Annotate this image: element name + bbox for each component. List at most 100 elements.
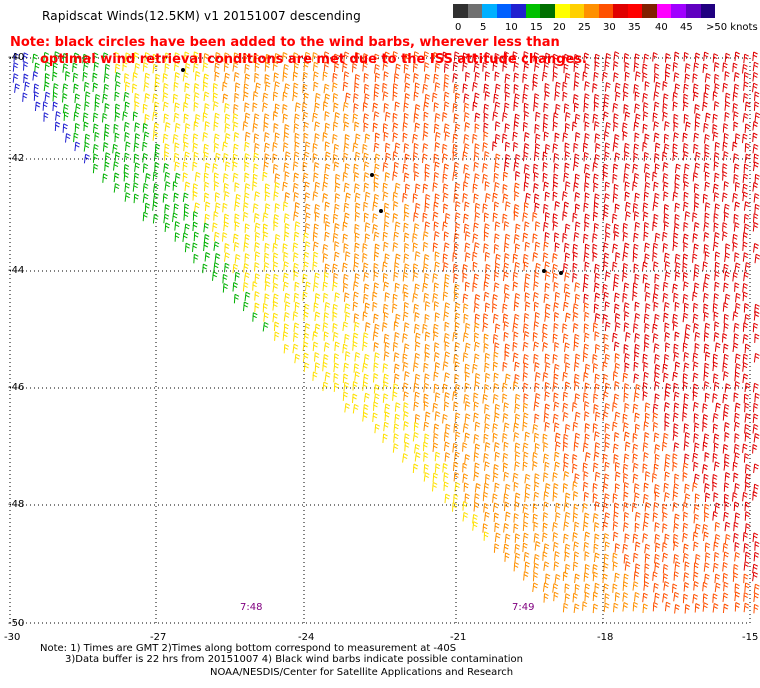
wind-barb	[443, 431, 450, 442]
wind-barb	[294, 281, 300, 292]
wind-barb	[572, 272, 578, 283]
wind-barb	[682, 373, 688, 383]
wind-barb	[364, 191, 371, 202]
wind-barb	[343, 142, 350, 153]
wind-barb	[593, 522, 600, 532]
colorbar-cell	[613, 4, 628, 18]
wind-barb	[652, 201, 659, 211]
wind-barb	[632, 533, 639, 543]
wind-barb	[392, 213, 399, 223]
wind-barb	[513, 72, 520, 83]
wind-barb	[694, 553, 701, 564]
wind-barb	[314, 121, 321, 131]
wind-barb	[614, 411, 621, 422]
wind-barb	[682, 403, 689, 413]
wind-barb	[712, 124, 718, 134]
wind-barb	[373, 271, 379, 281]
lat-label-50: -50	[8, 618, 25, 629]
wind-barb	[533, 491, 540, 502]
wind-barb	[513, 234, 520, 244]
wind-barb	[734, 302, 741, 313]
wind-barb	[493, 282, 500, 292]
wind-barb	[634, 332, 641, 343]
wind-barb	[343, 292, 350, 302]
wind-barb	[234, 271, 241, 282]
wind-barb	[274, 203, 280, 213]
wind-barb	[494, 71, 500, 81]
wind-barb	[612, 421, 618, 431]
wind-barb	[733, 121, 739, 132]
wind-barb	[654, 491, 660, 501]
wind-barb	[683, 441, 690, 451]
wind-barb	[492, 432, 498, 443]
wind-barb	[474, 202, 481, 213]
wind-barb	[744, 582, 750, 592]
wind-barb	[683, 543, 689, 554]
wind-barb	[452, 72, 459, 83]
wind-barb	[673, 402, 680, 412]
lon-label-24: -24	[298, 632, 315, 643]
wind-barb	[402, 311, 409, 321]
wind-barb	[674, 361, 681, 372]
wind-barb	[503, 441, 509, 452]
wind-barb	[372, 301, 378, 312]
wind-barb	[594, 272, 601, 283]
colorbar-cell	[569, 4, 585, 18]
wind-barb	[412, 193, 418, 203]
wind-barb	[532, 503, 538, 513]
wind-barb	[702, 593, 709, 603]
wind-barb	[84, 91, 91, 101]
wind-barb	[532, 81, 538, 91]
wind-barb	[33, 83, 40, 93]
wind-barb	[34, 101, 41, 112]
wind-barb	[513, 101, 519, 111]
wind-barb	[683, 281, 689, 291]
wind-barb	[583, 512, 590, 523]
wind-barb	[282, 181, 288, 191]
wind-barb	[722, 444, 729, 454]
wind-barb	[564, 312, 571, 323]
wind-barb	[714, 342, 721, 352]
wind-barb	[313, 172, 319, 182]
wind-barb	[483, 151, 490, 161]
wind-barb	[464, 371, 471, 382]
wind-barb	[52, 71, 58, 82]
wind-barb	[553, 483, 559, 493]
wind-barb	[393, 271, 399, 282]
wind-barb	[424, 411, 431, 422]
wind-barb	[103, 83, 110, 94]
wind-barb	[554, 451, 560, 462]
wind-barb	[562, 602, 569, 613]
wind-barb	[573, 441, 579, 452]
wind-barb	[414, 283, 420, 293]
wind-barb	[164, 151, 170, 161]
wind-barb	[412, 463, 419, 474]
wind-barb	[362, 311, 368, 321]
wind-barb	[662, 231, 668, 242]
wind-barb	[614, 461, 621, 472]
lon-label-15: -15	[742, 632, 759, 643]
wind-barb	[682, 522, 689, 533]
wind-barb	[752, 121, 759, 131]
wind-barb	[494, 323, 501, 333]
wind-barb	[312, 261, 318, 271]
wind-barb	[222, 93, 229, 104]
wind-barb	[573, 551, 580, 561]
wind-barb	[352, 341, 358, 351]
wind-barb	[463, 102, 470, 113]
wind-barb	[534, 133, 541, 144]
wind-barb	[83, 121, 89, 132]
wind-barb	[182, 232, 189, 242]
wind-barb	[604, 423, 610, 433]
wind-barb	[282, 104, 288, 114]
wind-barb	[562, 323, 568, 333]
wind-barb	[552, 532, 559, 542]
wind-barb	[213, 142, 220, 153]
wind-barb	[223, 182, 229, 193]
wind-barb	[403, 232, 410, 243]
wind-barb	[132, 72, 138, 82]
wind-barb	[393, 433, 399, 443]
wind-barb	[552, 253, 558, 263]
wind-barb	[744, 123, 751, 133]
wind-barb	[684, 211, 691, 221]
